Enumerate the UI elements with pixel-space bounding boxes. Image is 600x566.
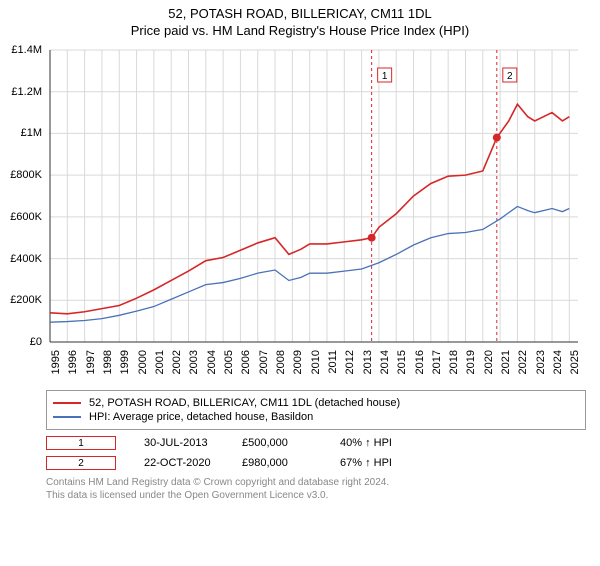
chart-area: £0£200K£400K£600K£800K£1M£1.2M£1.4M 12 1… — [46, 46, 582, 382]
marker-point — [368, 234, 376, 242]
x-axis-label: 2016 — [414, 350, 426, 374]
x-axis-label: 2009 — [292, 350, 304, 374]
x-axis-label: 2012 — [344, 350, 356, 374]
x-axis-label: 1999 — [119, 350, 131, 374]
x-axis-label: 2001 — [154, 350, 166, 374]
x-axis-label: 2011 — [327, 350, 339, 374]
x-axis-label: 1997 — [85, 350, 97, 374]
x-axis-label: 2023 — [535, 350, 547, 374]
y-axis-label: £1M — [2, 127, 42, 139]
footer-attribution: Contains HM Land Registry data © Crown c… — [46, 476, 586, 502]
transaction-table: 1 30-JUL-2013 £500,000 40% ↑ HPI 2 22-OCT-202… — [46, 436, 586, 470]
y-axis-label: £1.2M — [2, 86, 42, 98]
x-axis-label: 2021 — [500, 350, 512, 374]
legend: 52, POTASH ROAD, BILLERICAY, CM11 1DL (d… — [46, 390, 586, 430]
marker-point — [493, 134, 501, 142]
transaction-marker: 1 — [46, 436, 116, 450]
x-axis-label: 2022 — [517, 350, 529, 374]
footer-line: This data is licensed under the Open Gov… — [46, 489, 586, 502]
svg-text:1: 1 — [382, 71, 388, 82]
transaction-delta: 40% ↑ HPI — [340, 437, 410, 449]
legend-swatch — [53, 402, 81, 404]
y-axis-label: £600K — [2, 211, 42, 223]
x-axis-label: 2000 — [137, 350, 149, 374]
x-axis-label: 2014 — [379, 350, 391, 374]
legend-label: 52, POTASH ROAD, BILLERICAY, CM11 1DL (d… — [89, 397, 400, 409]
x-axis-label: 1996 — [67, 350, 79, 374]
svg-text:2: 2 — [507, 71, 513, 82]
transaction-row: 2 22-OCT-2020 £980,000 67% ↑ HPI — [46, 456, 586, 470]
x-axis-label: 2015 — [396, 350, 408, 374]
transaction-delta: 67% ↑ HPI — [340, 457, 410, 469]
transaction-date: 22-OCT-2020 — [144, 457, 214, 469]
x-axis-label: 2025 — [569, 350, 581, 374]
y-axis-label: £0 — [2, 336, 42, 348]
legend-label: HPI: Average price, detached house, Basi… — [89, 411, 313, 423]
marker-label: 1 — [378, 68, 392, 82]
x-axis-label: 2020 — [483, 350, 495, 374]
transaction-price: £500,000 — [242, 437, 312, 449]
x-axis-label: 1995 — [50, 350, 62, 374]
y-axis-label: £400K — [2, 253, 42, 265]
y-axis-label: £800K — [2, 169, 42, 181]
y-axis-label: £1.4M — [2, 44, 42, 56]
x-axis-label: 2018 — [448, 350, 460, 374]
page-subtitle: Price paid vs. HM Land Registry's House … — [0, 23, 600, 38]
x-axis-label: 2013 — [362, 350, 374, 374]
x-axis-label: 2002 — [171, 350, 183, 374]
legend-item: 52, POTASH ROAD, BILLERICAY, CM11 1DL (d… — [53, 397, 579, 409]
y-axis-label: £200K — [2, 294, 42, 306]
x-axis-label: 2003 — [188, 350, 200, 374]
transaction-price: £980,000 — [242, 457, 312, 469]
x-axis-label: 2005 — [223, 350, 235, 374]
x-axis-label: 2024 — [552, 350, 564, 374]
transaction-marker: 2 — [46, 456, 116, 470]
x-axis-label: 2006 — [240, 350, 252, 374]
transaction-date: 30-JUL-2013 — [144, 437, 214, 449]
transaction-row: 1 30-JUL-2013 £500,000 40% ↑ HPI — [46, 436, 586, 450]
x-axis-label: 2007 — [258, 350, 270, 374]
page-title: 52, POTASH ROAD, BILLERICAY, CM11 1DL — [0, 6, 600, 21]
x-axis-label: 2004 — [206, 350, 218, 374]
legend-item: HPI: Average price, detached house, Basi… — [53, 411, 579, 423]
x-axis-label: 1998 — [102, 350, 114, 374]
x-axis-label: 2008 — [275, 350, 287, 374]
x-axis-label: 2017 — [431, 350, 443, 374]
line-chart: 12 — [46, 46, 582, 346]
legend-swatch — [53, 416, 81, 418]
marker-label: 2 — [503, 68, 517, 82]
x-axis-label: 2019 — [465, 350, 477, 374]
footer-line: Contains HM Land Registry data © Crown c… — [46, 476, 586, 489]
x-axis-label: 2010 — [310, 350, 322, 374]
